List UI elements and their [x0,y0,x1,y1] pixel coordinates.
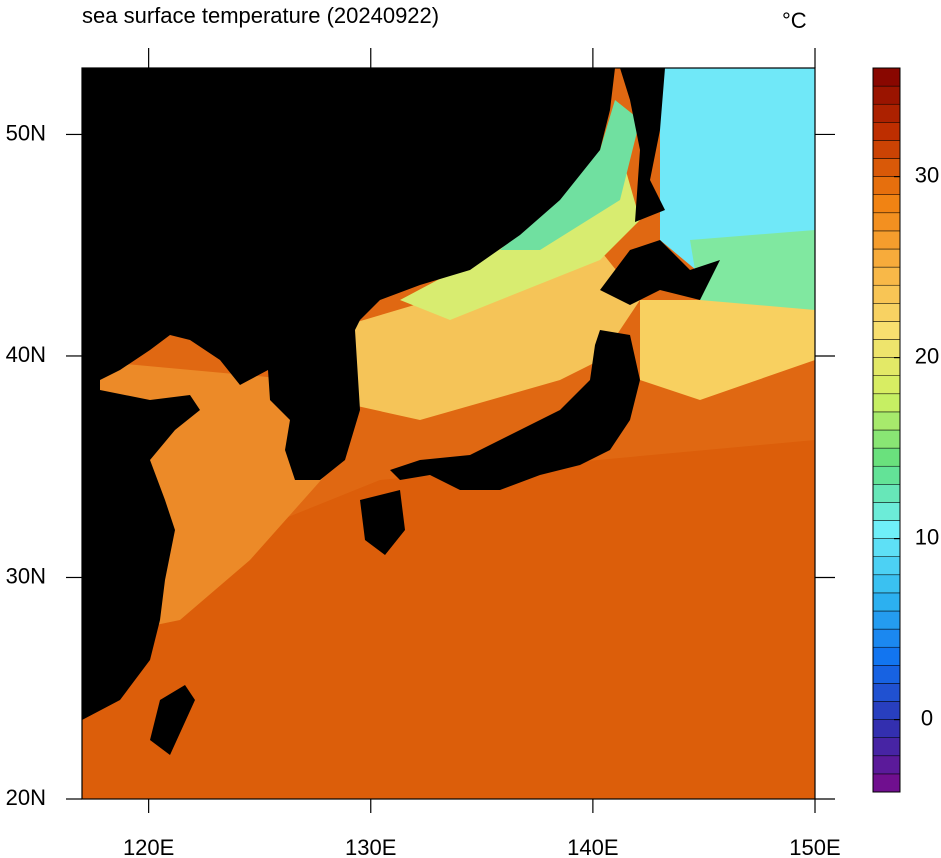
colorbar-box [872,85,901,105]
colorbar-tick-label: 30 [915,162,939,187]
colorbar-box [872,176,901,195]
colorbar-box [872,556,901,576]
colorbar-box [872,375,901,395]
colorbar-box [872,701,901,720]
x-tick-label: 140E [567,835,618,858]
colorbar-box [872,212,901,232]
japan-sea-north [400,150,640,320]
colorbar-box [872,339,901,358]
colorbar-box [872,502,901,521]
colorbar-box [872,321,901,340]
colorbar-frame [872,67,901,793]
colorbar-box [872,284,901,304]
colorbar-box [872,393,901,413]
colorbar-box [872,538,901,557]
colorbar-box [872,520,901,539]
colorbar-box [872,429,901,449]
colorbar-box [872,122,901,141]
kyushu [360,490,405,555]
colorbar-box [872,230,901,250]
map-frame [81,67,816,800]
colorbar-box [872,628,901,648]
colorbar-box [872,447,901,467]
honshu [390,330,640,490]
colorbar-box [872,158,901,177]
asia-mainland [82,68,615,720]
colorbar-box [872,194,901,214]
colorbar-tick-label: 20 [915,343,939,368]
hokkaido [600,240,720,305]
colorbar-box [872,465,901,485]
colorbar-tick-label: 10 [915,524,939,549]
colorbar-box [872,665,901,684]
colorbar-box [872,103,901,123]
sakhalin [620,68,665,222]
x-tick-label: 150E [789,835,840,858]
x-tick-label: 120E [123,835,174,858]
japan-sea [330,250,640,420]
x-tick-label: 130E [345,835,396,858]
y-tick-label: 40N [6,342,46,367]
colorbar-box [872,737,901,757]
title: sea surface temperature (20240922) [82,3,439,28]
colorbar-tick-label: 0 [921,705,933,730]
colorbar-box [872,411,901,431]
colorbar-box [872,773,901,793]
sst-field [82,68,815,799]
colorbar-box [872,266,901,286]
colorbar-box [872,646,901,666]
colorbar-box [872,574,901,594]
y-tick-label: 50N [6,120,46,145]
colorbar-box [872,719,901,738]
colorbar-box [872,357,901,376]
colorbar-box [872,140,901,159]
colorbar-box [872,248,901,268]
colorbar-box [872,592,901,612]
unit: °C [782,8,807,33]
y-tick-label: 30N [6,563,46,588]
colorbar-box [872,683,901,702]
taiwan [150,685,195,755]
kuril-front [690,230,815,310]
y-tick-label: 20N [6,785,46,810]
colorbar-box [872,303,901,322]
colorbar-box [872,67,901,87]
coastal-cool [500,100,640,250]
colorbar-box [872,484,901,503]
oyashio-mix [640,300,815,400]
colorbar-box [872,610,901,630]
colorbar-box [872,755,901,775]
